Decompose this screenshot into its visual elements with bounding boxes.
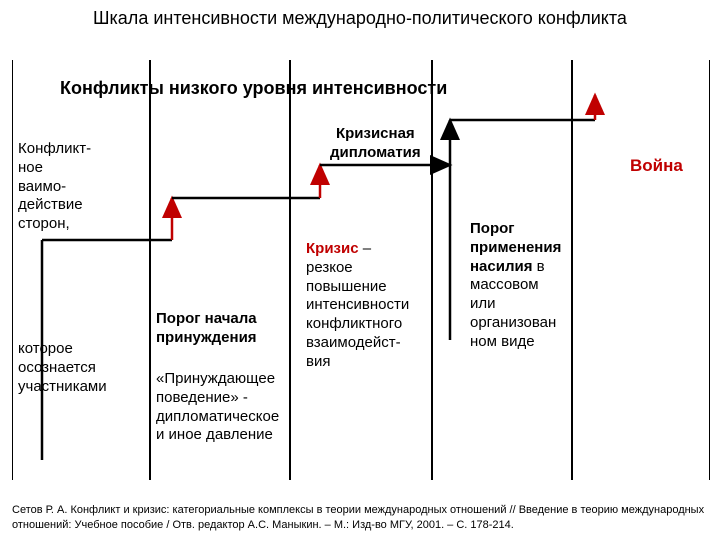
crisis-def-rest: – резкое повышение интенсивности конфлик… (306, 240, 409, 370)
column-0 (12, 60, 150, 480)
page-title: Шкала интенсивности международно-политич… (0, 8, 720, 29)
crisis-word: Кризис (306, 240, 359, 257)
col3-threshold-violence: Порог применения насилия в массовом или … (470, 220, 600, 351)
col4-war: Война (630, 155, 683, 176)
col1-threshold: Порог начала принуждения (156, 310, 257, 348)
col2-crisis-diplomacy: Кризисная дипломатия (330, 125, 421, 163)
col0-text-b: которое осознается участниками (18, 340, 107, 396)
col0-text-a: Конфликт- ное ваимо- действие сторон, (18, 140, 91, 234)
col2-crisis-def: Кризис – резкое повышение интенсивности … (306, 240, 436, 371)
col3-bold: Порог применения насилия (470, 220, 561, 275)
col1-behavior: «Принуждающее поведение» - дипломатическ… (156, 370, 279, 445)
citation: Сетов Р. А. Конфликт и кризис: категориа… (12, 503, 708, 532)
